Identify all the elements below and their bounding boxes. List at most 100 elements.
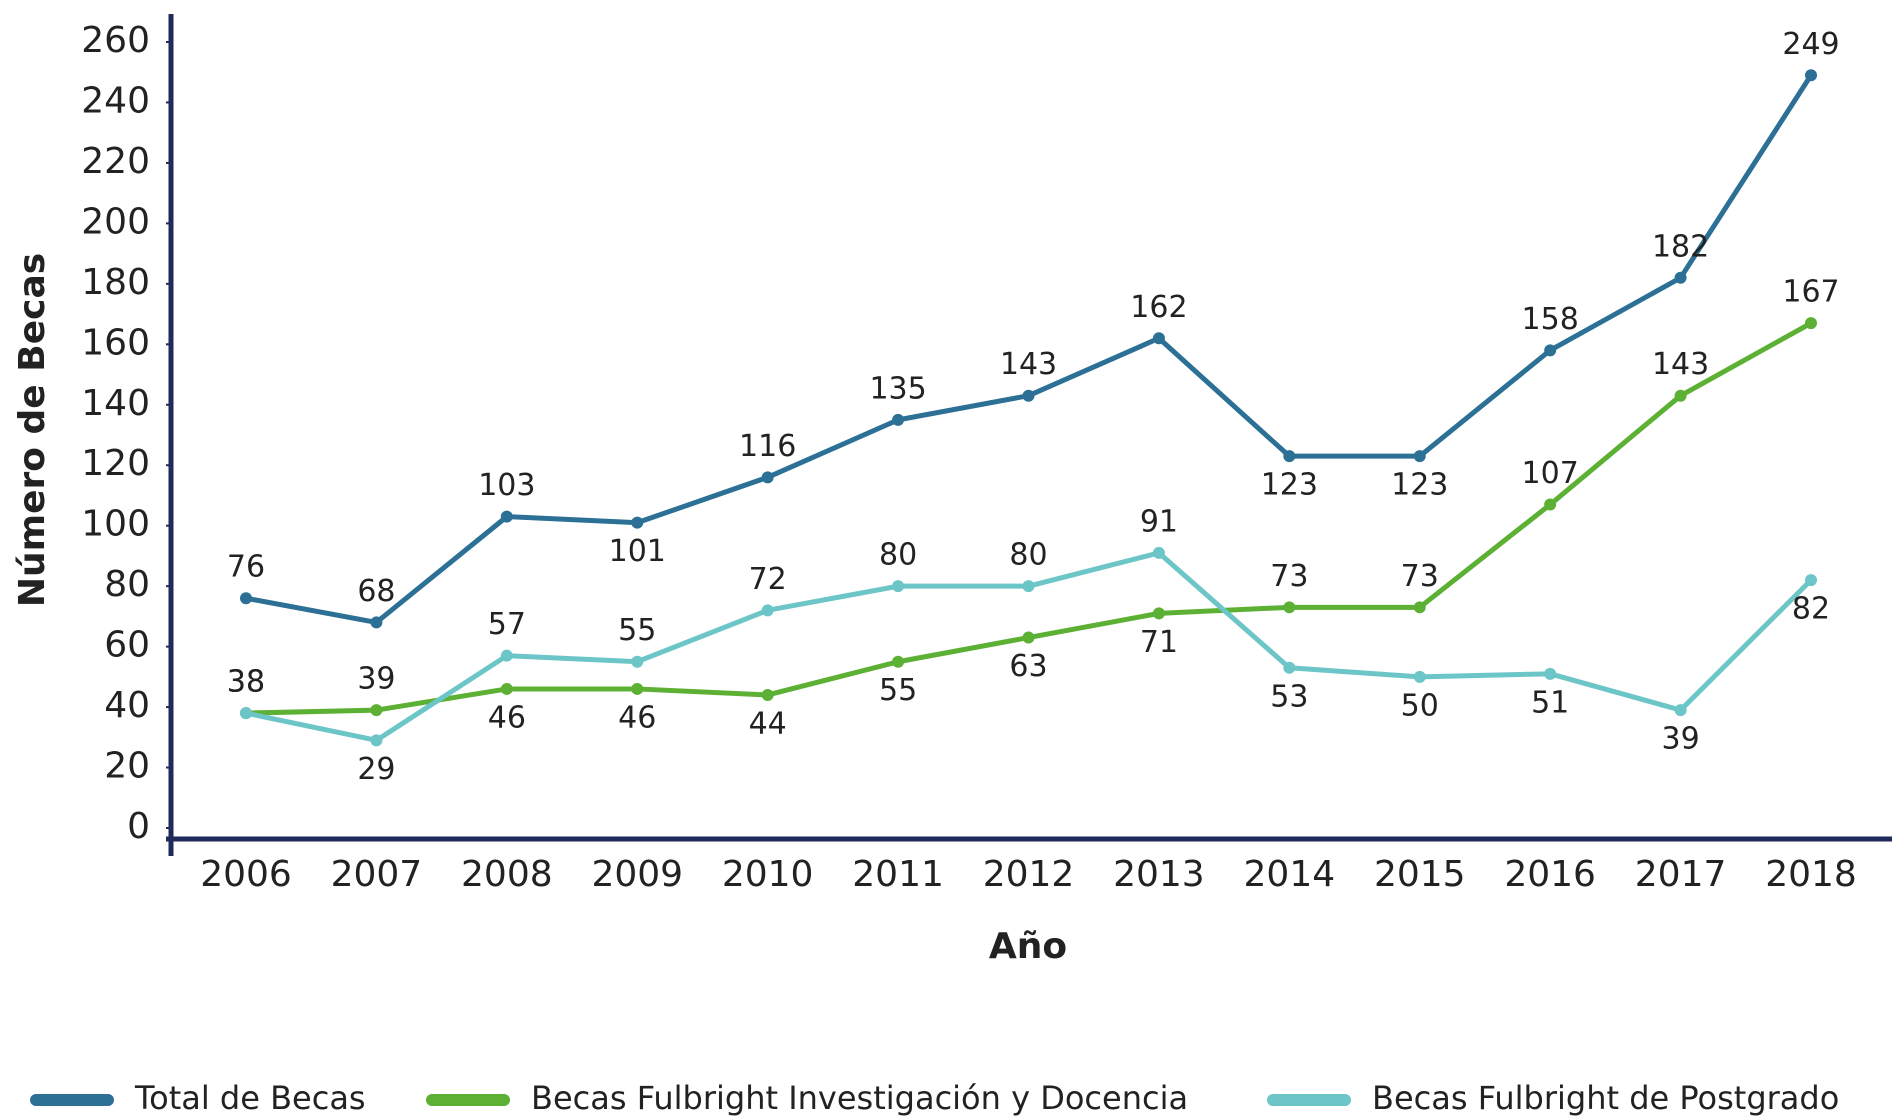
legend-label: Becas Fulbright de Postgrado [1372, 1079, 1839, 1117]
data-label: 38 [227, 665, 265, 700]
point [1805, 574, 1817, 587]
x-tick-label: 2010 [722, 854, 814, 895]
data-label: 116 [739, 429, 796, 464]
point [500, 649, 513, 662]
data-label: 73 [1270, 559, 1308, 594]
data-label: 55 [879, 673, 917, 708]
x-tick-label: 2018 [1765, 854, 1857, 895]
y-tick-label: 0 [127, 806, 150, 847]
data-label: 143 [1000, 347, 1057, 382]
point [500, 682, 513, 695]
y-tick-label: 120 [81, 443, 150, 484]
point [892, 413, 905, 426]
point [1283, 661, 1296, 674]
point [1413, 670, 1426, 683]
point [1022, 389, 1035, 402]
x-tick-label: 2011 [852, 854, 944, 895]
data-label: 76 [227, 550, 265, 585]
x-axis-title: Año [989, 926, 1067, 967]
point [631, 682, 644, 695]
point [892, 655, 905, 668]
y-tick-label: 180 [81, 262, 150, 303]
point [370, 734, 383, 747]
point [240, 707, 252, 720]
data-label: 158 [1522, 302, 1579, 337]
data-label: 123 [1261, 468, 1318, 503]
data-label: 63 [1009, 649, 1047, 684]
y-tick-label: 160 [81, 322, 150, 363]
data-label: 101 [609, 534, 666, 569]
data-label: 39 [357, 662, 395, 697]
y-axis-title: Número de Becas [12, 253, 53, 607]
x-tick-label: 2008 [461, 854, 553, 895]
point [1152, 546, 1165, 559]
y-tick-label: 20 [104, 746, 150, 787]
data-label: 182 [1652, 229, 1709, 264]
point [1674, 704, 1687, 717]
y-tick-label: 220 [81, 141, 150, 182]
point [1674, 389, 1687, 402]
point [1022, 580, 1035, 593]
data-label: 29 [357, 752, 395, 787]
point [240, 592, 252, 605]
y-tick-label: 60 [104, 625, 150, 666]
point [1544, 344, 1557, 357]
point [631, 655, 644, 668]
point [1805, 317, 1817, 330]
data-label: 53 [1270, 679, 1308, 714]
data-label: 82 [1792, 592, 1830, 627]
point [1805, 69, 1817, 82]
point [761, 688, 774, 701]
data-label: 162 [1130, 290, 1187, 325]
x-tick-label: 2017 [1635, 854, 1727, 895]
data-label: 135 [869, 371, 926, 406]
data-label: 68 [357, 574, 395, 609]
point [1544, 667, 1557, 680]
point [892, 580, 905, 593]
x-tick-label: 2006 [200, 854, 292, 895]
data-label: 143 [1652, 347, 1709, 382]
point [370, 704, 383, 717]
data-label: 46 [488, 700, 526, 735]
data-label: 71 [1140, 625, 1178, 660]
point [500, 510, 513, 523]
data-label: 57 [488, 607, 526, 642]
point [761, 471, 774, 484]
data-label: 91 [1140, 504, 1178, 539]
y-tick-label: 80 [104, 564, 150, 605]
x-tick-label: 2009 [591, 854, 683, 895]
point [1674, 271, 1687, 284]
data-label: 80 [1009, 538, 1047, 573]
legend-label: Total de Becas [134, 1079, 366, 1117]
x-tick-label: 2016 [1504, 854, 1596, 895]
y-tick-label: 40 [104, 685, 150, 726]
point [1152, 607, 1165, 620]
point [1022, 631, 1035, 644]
data-label: 73 [1401, 559, 1439, 594]
data-label: 51 [1531, 685, 1569, 720]
data-label: 107 [1522, 456, 1579, 491]
point [1152, 332, 1165, 345]
data-label: 72 [749, 562, 787, 597]
data-label: 103 [478, 468, 535, 503]
legend-label: Becas Fulbright Investigación y Docencia [531, 1079, 1188, 1117]
point [1544, 498, 1557, 511]
data-label: 249 [1782, 27, 1839, 62]
data-label: 46 [618, 700, 656, 735]
data-label: 38 [227, 665, 265, 700]
point [1413, 601, 1426, 614]
data-label: 55 [618, 613, 656, 648]
y-tick-label: 140 [81, 383, 150, 424]
x-tick-label: 2013 [1113, 854, 1205, 895]
point [1283, 450, 1296, 463]
x-tick-label: 2007 [331, 854, 423, 895]
point [370, 616, 383, 629]
data-label: 50 [1401, 688, 1439, 723]
y-tick-label: 200 [81, 201, 150, 242]
data-label: 167 [1782, 275, 1839, 310]
y-tick-label: 100 [81, 504, 150, 545]
y-tick-label: 240 [81, 80, 150, 121]
point [1413, 450, 1426, 463]
point [761, 604, 774, 617]
